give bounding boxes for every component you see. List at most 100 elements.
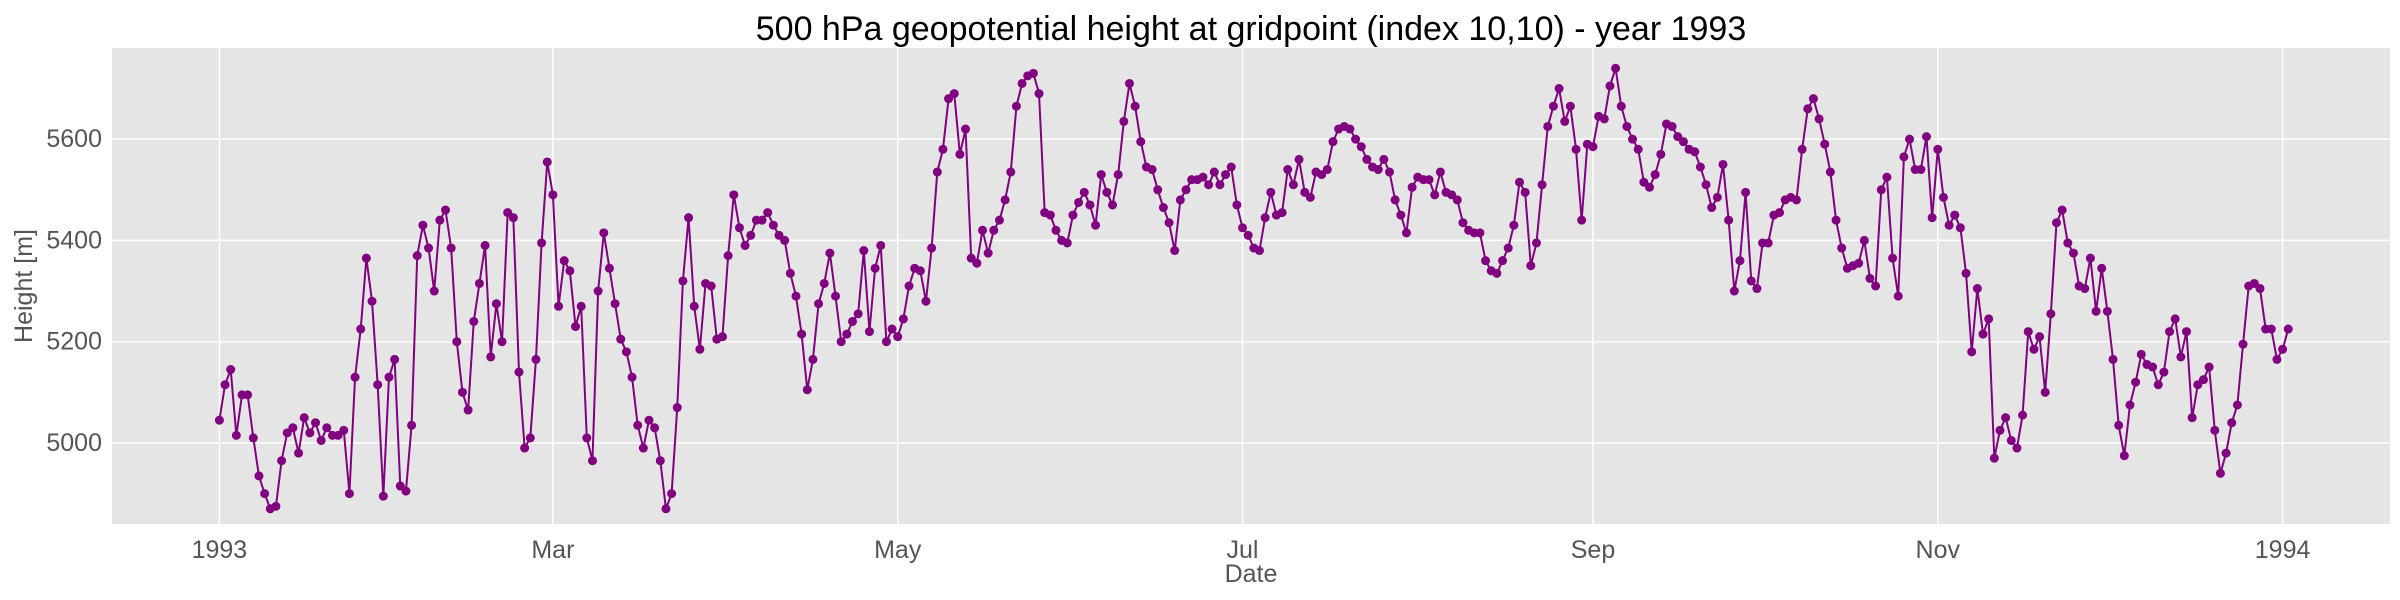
- data-point: [1978, 329, 1988, 339]
- data-point: [1995, 425, 2005, 435]
- data-point: [667, 489, 677, 499]
- data-point: [1124, 78, 1134, 88]
- data-point: [898, 314, 908, 324]
- data-point: [616, 334, 626, 344]
- data-point: [1916, 165, 1926, 175]
- data-point: [893, 332, 903, 342]
- data-point: [1724, 215, 1734, 225]
- data-point: [1599, 114, 1609, 124]
- data-point: [2006, 435, 2016, 445]
- data-point: [717, 332, 727, 342]
- data-point: [1803, 104, 1813, 114]
- data-point: [734, 223, 744, 233]
- data-point: [1944, 220, 1954, 230]
- y-tick-label: 5000: [46, 429, 102, 457]
- data-point: [983, 248, 993, 258]
- data-point: [412, 251, 422, 261]
- data-point: [1628, 134, 1638, 144]
- data-point: [2266, 324, 2276, 334]
- data-point: [1938, 192, 1948, 202]
- data-point: [356, 324, 366, 334]
- data-point: [1068, 210, 1078, 220]
- data-point: [2238, 339, 2248, 349]
- data-point: [1746, 276, 1756, 286]
- data-point: [254, 471, 264, 481]
- data-point: [1396, 210, 1406, 220]
- data-point: [220, 380, 230, 390]
- data-point: [1136, 137, 1146, 147]
- data-point: [2198, 375, 2208, 385]
- data-point: [542, 157, 552, 167]
- data-point: [441, 205, 450, 215]
- data-point: [932, 167, 942, 177]
- data-point: [367, 296, 377, 306]
- data-point: [989, 225, 999, 235]
- series-group: [214, 63, 2293, 514]
- data-point: [1351, 134, 1361, 144]
- data-point: [1611, 63, 1621, 73]
- x-tick-label: 1994: [2255, 536, 2311, 564]
- data-point: [1102, 187, 1112, 197]
- data-point: [1712, 192, 1722, 202]
- data-point: [1232, 200, 1242, 210]
- data-point: [2035, 332, 2045, 342]
- data-point: [1390, 195, 1400, 205]
- data-point: [2068, 248, 2078, 258]
- data-point: [2001, 413, 2011, 423]
- data-point: [2148, 362, 2158, 372]
- data-point: [1226, 162, 1236, 172]
- data-point: [1458, 218, 1468, 228]
- data-point: [961, 124, 971, 134]
- data-point: [1797, 144, 1807, 154]
- data-point: [1028, 68, 1038, 78]
- data-point: [1571, 144, 1581, 154]
- data-point: [610, 299, 620, 309]
- data-point: [214, 415, 224, 425]
- data-point: [457, 387, 467, 397]
- data-point: [1775, 208, 1785, 218]
- data-point: [1865, 273, 1875, 283]
- data-point: [2114, 420, 2124, 430]
- data-point: [1656, 149, 1666, 159]
- data-point: [508, 213, 518, 223]
- data-point: [1294, 154, 1304, 164]
- y-axis-label: Height [m]: [10, 229, 38, 343]
- data-point: [2023, 327, 2033, 337]
- data-point: [1984, 314, 1994, 324]
- data-point: [2153, 380, 2163, 390]
- data-point: [525, 433, 535, 443]
- data-point: [870, 263, 880, 273]
- data-point: [480, 240, 490, 250]
- data-point: [1221, 170, 1231, 180]
- data-point: [435, 215, 445, 225]
- data-point: [565, 266, 575, 276]
- data-point: [2040, 387, 2050, 397]
- data-point: [1260, 213, 1270, 223]
- data-point: [2136, 349, 2146, 359]
- data-point: [1435, 167, 1445, 177]
- data-point: [1362, 154, 1372, 164]
- data-point: [1119, 116, 1129, 126]
- data-point: [1633, 144, 1643, 154]
- data-point: [1650, 170, 1660, 180]
- data-point: [1554, 84, 1564, 94]
- data-point: [785, 268, 795, 278]
- y-tick-label: 5600: [46, 125, 102, 153]
- data-point: [2187, 413, 2197, 423]
- data-point: [446, 243, 456, 253]
- data-point: [1526, 261, 1536, 271]
- data-point: [1113, 170, 1123, 180]
- data-point: [1091, 220, 1101, 230]
- data-point: [1503, 243, 1513, 253]
- data-point: [1605, 81, 1615, 91]
- data-point: [1520, 187, 1530, 197]
- data-point: [452, 337, 462, 347]
- data-point: [1967, 347, 1977, 357]
- data-point: [310, 418, 320, 428]
- data-point: [2227, 418, 2237, 428]
- data-point: [661, 504, 671, 514]
- data-point: [1791, 195, 1801, 205]
- data-point: [927, 243, 937, 253]
- data-point: [1961, 268, 1971, 278]
- data-point: [1871, 281, 1881, 291]
